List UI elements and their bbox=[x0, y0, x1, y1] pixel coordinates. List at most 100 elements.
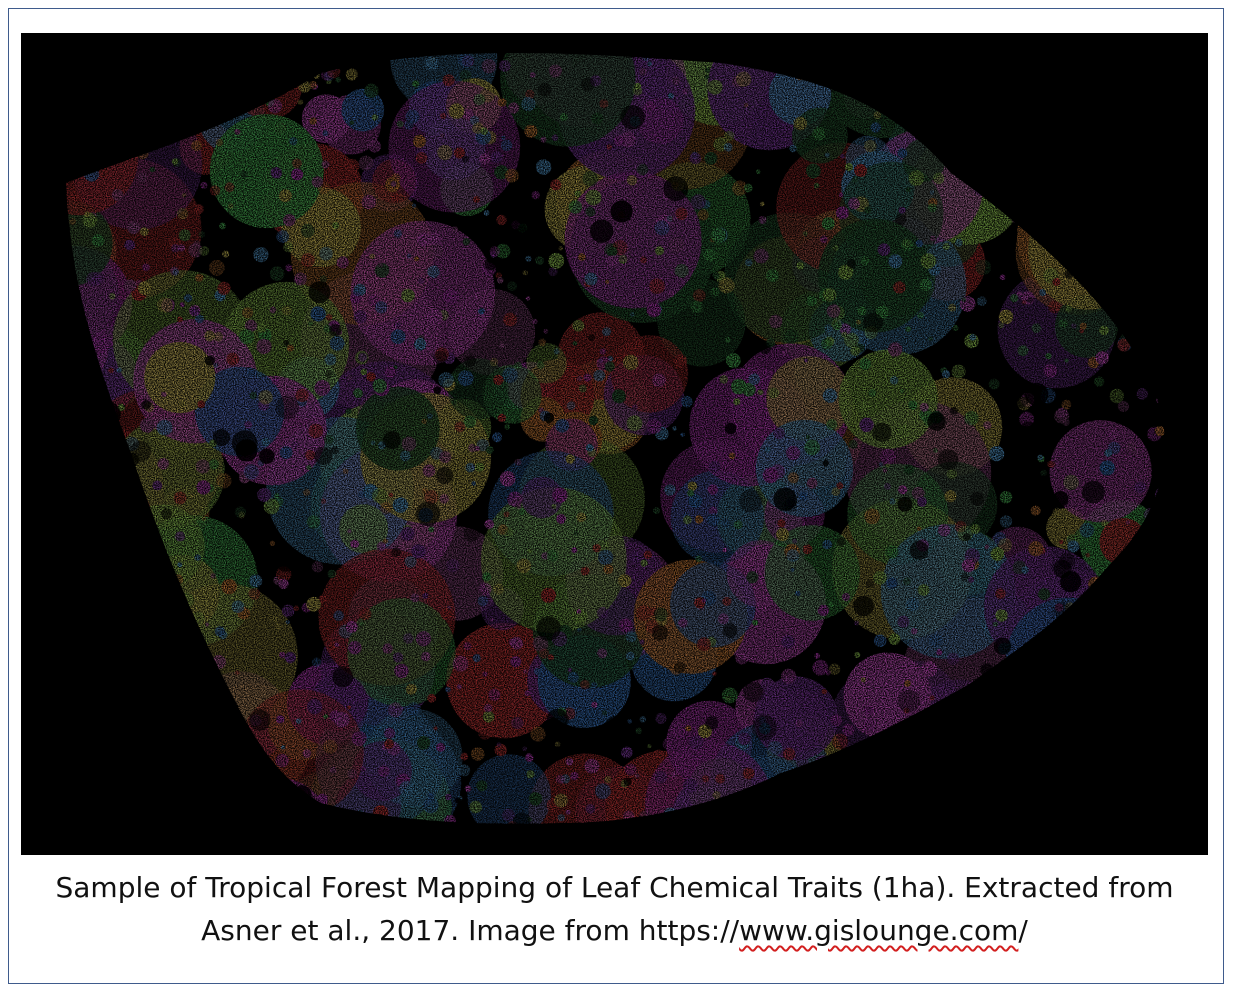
canopy-speckle bbox=[803, 231, 808, 236]
canopy-speckle bbox=[478, 582, 492, 596]
canopy-speckle bbox=[485, 446, 494, 455]
canopy-speckle bbox=[269, 540, 275, 546]
canopy-svg bbox=[21, 33, 1208, 855]
canopy-gap bbox=[863, 312, 883, 333]
canopy-speckle bbox=[137, 281, 152, 295]
canopy-crown bbox=[610, 335, 689, 413]
canopy-gap bbox=[502, 219, 528, 246]
canopy-speckle bbox=[689, 152, 702, 165]
canopy-gap bbox=[513, 812, 530, 824]
canopy-speckle bbox=[459, 69, 472, 82]
canopy-speckle bbox=[388, 702, 403, 718]
canopy-speckle bbox=[767, 741, 783, 756]
canopy-speckle bbox=[579, 679, 590, 690]
canopy-speckle bbox=[625, 631, 637, 643]
canopy-speckle bbox=[930, 235, 936, 242]
canopy-gap bbox=[543, 412, 555, 423]
canopy-speckle bbox=[396, 120, 404, 128]
canopy-speckle bbox=[977, 296, 987, 307]
canopy-speckle bbox=[718, 613, 729, 625]
canopy-speckle bbox=[576, 375, 583, 382]
canopy-speckle bbox=[370, 440, 376, 446]
canopy-crown bbox=[447, 358, 509, 420]
canopy-speckle bbox=[516, 558, 532, 574]
canopy-speckle bbox=[682, 778, 698, 794]
canopy-speckle bbox=[480, 127, 488, 136]
canopy-gap bbox=[580, 77, 595, 92]
canopy-speckle bbox=[149, 166, 155, 173]
canopy-speckle bbox=[293, 605, 300, 611]
canopy-gap bbox=[204, 355, 215, 366]
canopy-speckle bbox=[635, 727, 642, 734]
canopy-speckle bbox=[830, 714, 843, 727]
canopy-speckle bbox=[591, 682, 598, 689]
canopy-speckle bbox=[234, 506, 246, 518]
canopy-speckle bbox=[652, 373, 666, 388]
canopy-speckle bbox=[766, 269, 779, 283]
canopy-speckle bbox=[666, 215, 673, 222]
canopy-speckle bbox=[742, 767, 755, 780]
canopy-speckle bbox=[284, 651, 296, 664]
canopy-gap bbox=[853, 595, 874, 617]
canopy-speckle bbox=[580, 566, 590, 576]
canopy-gap bbox=[759, 342, 771, 355]
canopy-speckle bbox=[933, 172, 945, 184]
canopy-speckle bbox=[453, 147, 466, 159]
canopy-speckle bbox=[324, 353, 337, 366]
canopy-speckle bbox=[864, 508, 880, 525]
canopy-speckle bbox=[840, 153, 845, 159]
canopy-speckle bbox=[647, 419, 662, 434]
canopy-speckle bbox=[226, 352, 240, 366]
canopy-speckle bbox=[535, 256, 544, 265]
canopy-speckle bbox=[585, 443, 594, 452]
canopy-speckle bbox=[540, 136, 547, 143]
caption-line-2: Asner et al., 2017. Image from https://w… bbox=[21, 909, 1208, 952]
canopy-speckle bbox=[548, 64, 562, 78]
canopy-speckle bbox=[171, 158, 178, 165]
canopy-gap bbox=[993, 637, 1012, 655]
canopy-speckle bbox=[860, 677, 866, 683]
canopy-speckle bbox=[308, 321, 314, 327]
canopy-speckle bbox=[179, 302, 185, 308]
canopy-speckle bbox=[668, 237, 685, 253]
canopy-speckle bbox=[426, 413, 433, 420]
canopy-speckle bbox=[710, 227, 726, 243]
canopy-speckle bbox=[705, 74, 710, 80]
canopy-speckle bbox=[856, 319, 861, 325]
canopy-speckle bbox=[955, 238, 963, 247]
canopy-speckle bbox=[245, 319, 258, 332]
canopy-speckle bbox=[885, 545, 899, 559]
canopy-speckle bbox=[841, 331, 848, 338]
canopy-speckle bbox=[792, 538, 798, 544]
canopy-speckle bbox=[321, 498, 327, 504]
canopy-speckle bbox=[437, 144, 453, 161]
canopy-speckle bbox=[821, 688, 827, 695]
canopy-speckle bbox=[210, 573, 216, 579]
canopy-speckle bbox=[530, 726, 546, 742]
canopy-speckle bbox=[708, 460, 721, 473]
canopy-speckle bbox=[1038, 588, 1051, 601]
canopy-speckle bbox=[999, 491, 1013, 504]
canopy-speckle bbox=[217, 281, 231, 295]
canopy-gap bbox=[391, 547, 401, 557]
canopy-speckle bbox=[208, 459, 220, 470]
canopy-speckle bbox=[295, 277, 302, 284]
canopy-speckle bbox=[639, 68, 647, 76]
canopy-speckle bbox=[645, 101, 656, 111]
canopy-speckle bbox=[1030, 505, 1041, 516]
canopy-speckle bbox=[424, 490, 439, 505]
canopy-speckle bbox=[502, 367, 518, 383]
canopy-speckle bbox=[351, 731, 367, 746]
canopy-speckle bbox=[933, 448, 939, 453]
canopy-speckle bbox=[896, 424, 911, 439]
canopy-speckle bbox=[209, 260, 225, 276]
canopy-gap bbox=[865, 579, 874, 588]
canopy-speckle bbox=[908, 170, 925, 186]
canopy-speckle bbox=[1094, 376, 1105, 387]
canopy-speckle bbox=[770, 464, 785, 479]
canopy-speckle bbox=[868, 389, 877, 397]
canopy-speckle bbox=[269, 306, 277, 314]
canopy-gap bbox=[751, 715, 778, 741]
canopy-gap bbox=[962, 533, 971, 541]
canopy-speckle bbox=[390, 329, 406, 344]
